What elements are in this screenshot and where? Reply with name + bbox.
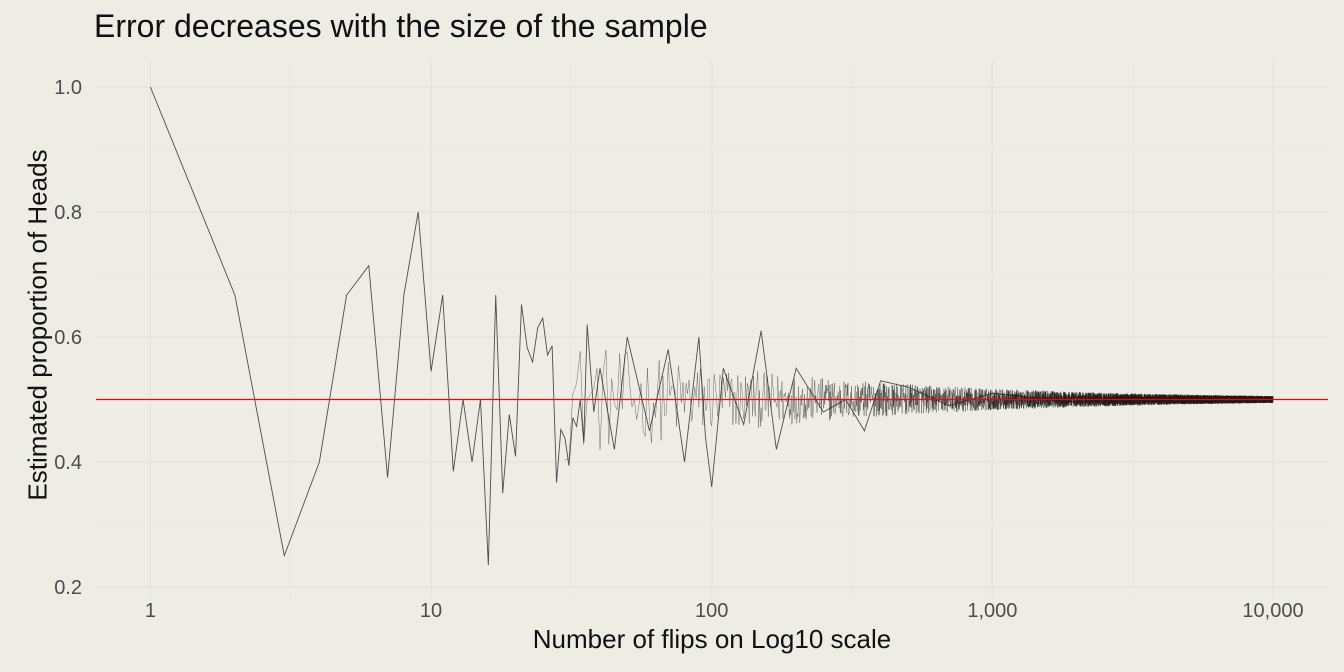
x-axis-label: Number of flips on Log10 scale — [532, 624, 892, 654]
x-tick-label: 10,000 — [1242, 600, 1303, 622]
series-noise-band — [564, 350, 1274, 460]
x-tick-label: 100 — [695, 600, 728, 622]
y-tick-label: 1.0 — [54, 77, 82, 99]
tick-labels: 1 10 100 1,000 10,000 0.2 0.4 0.6 0.8 1.0 — [54, 77, 1303, 622]
x-tick-label: 1,000 — [967, 600, 1017, 622]
y-tick-label: 0.4 — [54, 452, 82, 474]
x-tick-label: 1 — [145, 600, 156, 622]
y-tick-label: 0.2 — [54, 577, 82, 599]
x-tick-label: 10 — [420, 600, 442, 622]
y-tick-label: 0.8 — [54, 202, 82, 224]
grid-lines — [96, 62, 1328, 598]
chart-title: Error decreases with the size of the sam… — [94, 8, 708, 44]
series-line — [149, 86, 1274, 566]
y-tick-label: 0.6 — [54, 327, 82, 349]
y-axis-label: Estimated proportion of Heads — [22, 149, 53, 501]
